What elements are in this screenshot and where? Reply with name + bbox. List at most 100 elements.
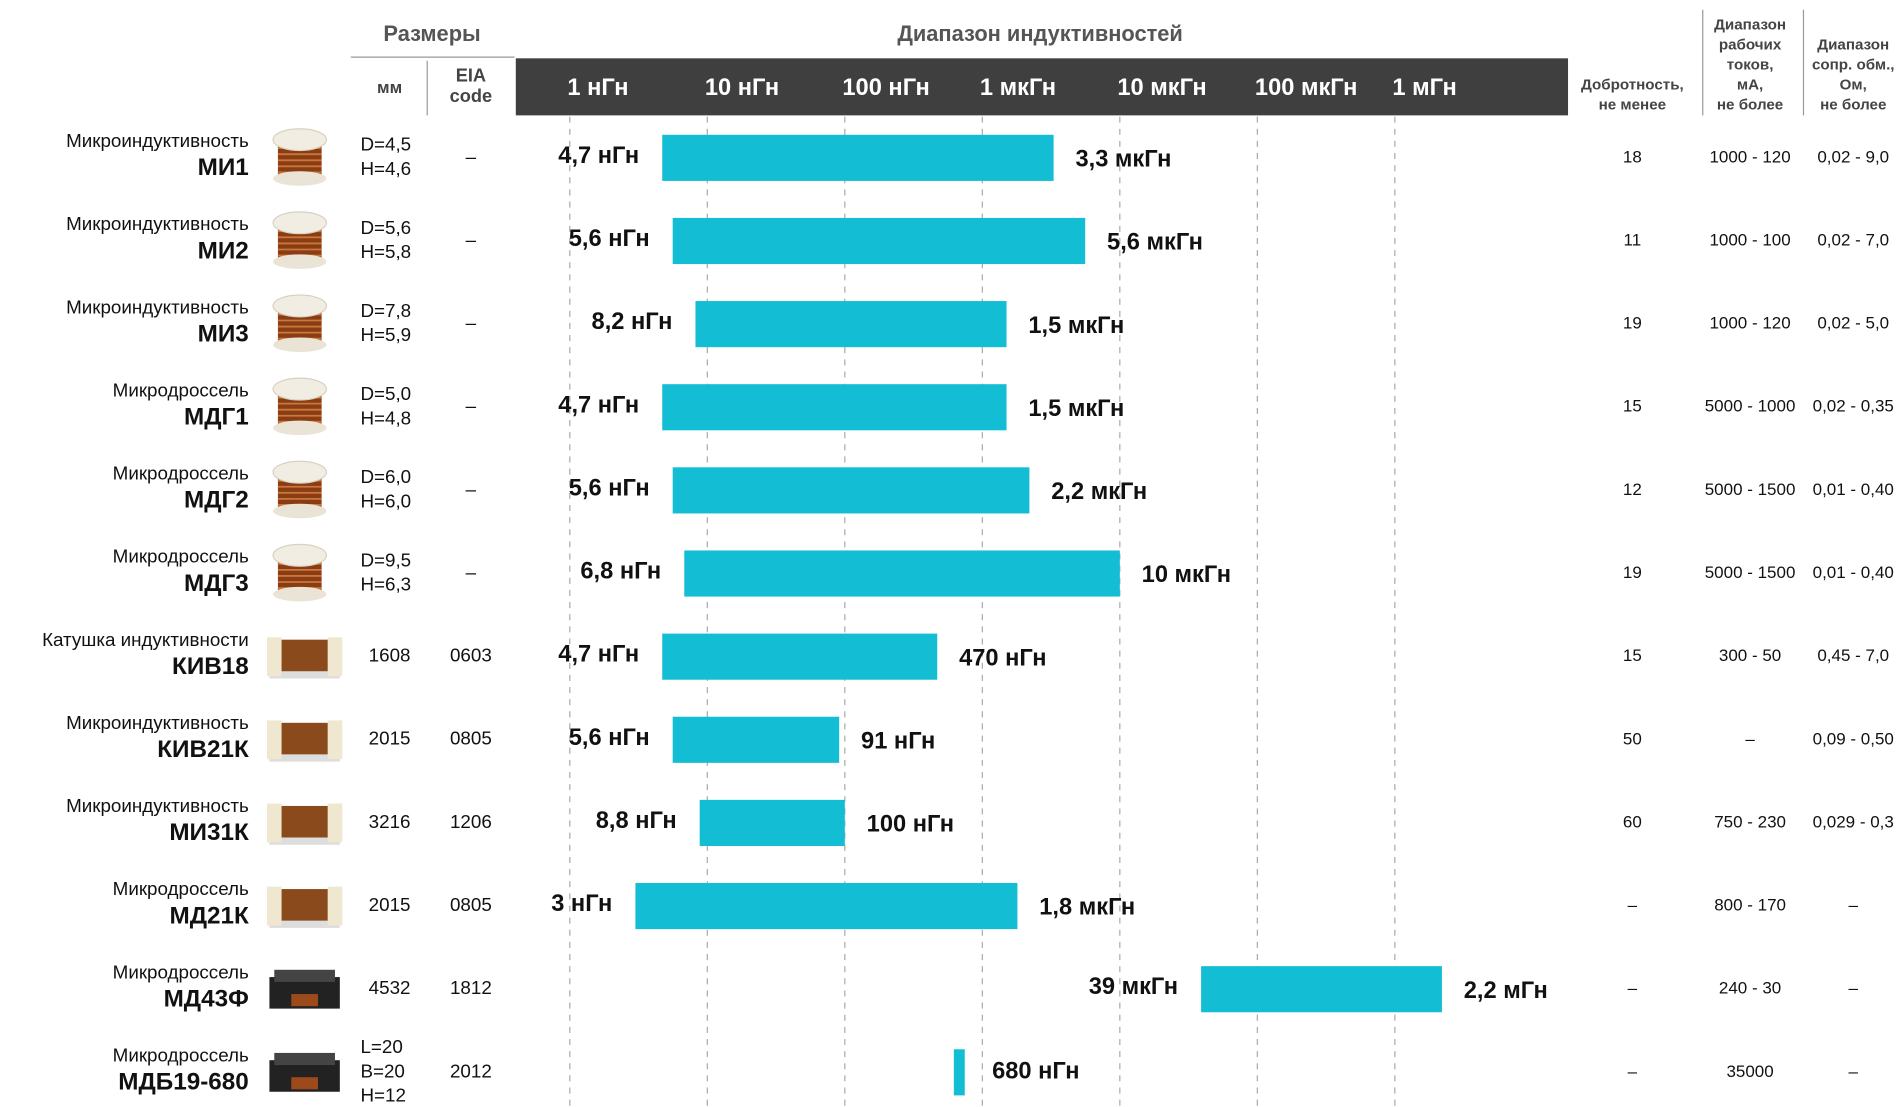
eia-code: – bbox=[466, 395, 477, 416]
icon-part bbox=[269, 751, 340, 762]
resistance: 0,02 - 5,0 bbox=[1817, 314, 1889, 333]
header-current: не более bbox=[1717, 97, 1783, 114]
max-label: 1,5 мкГн bbox=[1028, 396, 1124, 422]
icon-part bbox=[291, 994, 318, 1007]
tick-label: 1 мкГн bbox=[980, 75, 1056, 101]
range-bar bbox=[662, 134, 1054, 181]
size: H=12 bbox=[360, 1085, 405, 1106]
icon-part bbox=[273, 171, 327, 186]
size: 2015 bbox=[369, 894, 411, 915]
q-factor: – bbox=[1628, 979, 1638, 998]
q-factor: 19 bbox=[1623, 314, 1642, 333]
icon-part bbox=[327, 637, 343, 677]
resistance: – bbox=[1849, 979, 1859, 998]
icon-part bbox=[279, 639, 331, 672]
icon-part bbox=[273, 503, 327, 519]
range-bar bbox=[672, 716, 840, 763]
eia-code: 0603 bbox=[450, 645, 492, 666]
icon-part bbox=[267, 637, 282, 677]
header-resistance: сопр. обм., bbox=[1812, 57, 1895, 74]
range-bar bbox=[1201, 966, 1442, 1013]
product-icon bbox=[267, 886, 343, 928]
product-icon bbox=[272, 211, 328, 269]
product-icon bbox=[272, 294, 328, 353]
icon-part bbox=[274, 969, 335, 982]
product-icon bbox=[269, 969, 340, 1009]
min-label: 4,7 нГн bbox=[558, 143, 639, 169]
resistance: 0,01 - 0,40 bbox=[1813, 563, 1894, 582]
current: 1000 - 120 bbox=[1709, 147, 1790, 166]
icon-part bbox=[273, 420, 327, 436]
icon-part bbox=[272, 211, 328, 235]
product-kind: Микроиндуктивность bbox=[66, 130, 249, 151]
eia-code: 2012 bbox=[450, 1060, 492, 1081]
max-label: 2,2 мГн bbox=[1464, 978, 1548, 1004]
q-factor: 19 bbox=[1623, 563, 1642, 582]
icon-part bbox=[279, 722, 331, 755]
resistance: 0,01 - 0,40 bbox=[1813, 480, 1894, 499]
icon-part bbox=[267, 720, 282, 760]
max-label: 91 нГн bbox=[861, 728, 935, 754]
min-label: 8,2 нГн bbox=[592, 309, 673, 335]
header-resistance: Ом, bbox=[1840, 77, 1867, 94]
header-resistance: Диапазон bbox=[1817, 37, 1889, 54]
product-kind: Микродроссель bbox=[113, 546, 249, 567]
size: H=4,8 bbox=[360, 407, 411, 428]
product-model: МИ1 bbox=[198, 154, 249, 181]
product-kind: Микроиндуктивность bbox=[66, 296, 249, 317]
q-factor: 15 bbox=[1623, 646, 1642, 665]
header-eia: EIA bbox=[456, 65, 486, 85]
current: 5000 - 1000 bbox=[1705, 397, 1796, 416]
size: D=4,5 bbox=[360, 134, 411, 155]
current: 5000 - 1500 bbox=[1705, 480, 1796, 499]
product-model: МДГ1 bbox=[184, 404, 249, 431]
product-icon bbox=[267, 803, 343, 845]
icon-part bbox=[272, 128, 328, 152]
icon-part bbox=[272, 377, 328, 401]
product-model: МИ2 bbox=[198, 237, 249, 264]
icon-part bbox=[273, 337, 327, 353]
size: D=6,0 bbox=[360, 466, 411, 487]
product-model: МД43Ф bbox=[164, 986, 249, 1013]
min-label: 5,6 нГн bbox=[569, 475, 650, 501]
icon-part bbox=[267, 886, 282, 926]
current: 750 - 230 bbox=[1714, 812, 1786, 831]
header-current: мА, bbox=[1737, 77, 1763, 94]
product-kind: Микродроссель bbox=[113, 878, 249, 899]
range-bar bbox=[672, 217, 1086, 265]
min-label: 39 мкГн bbox=[1089, 974, 1178, 1000]
size: H=5,8 bbox=[360, 241, 411, 262]
size: D=5,6 bbox=[360, 217, 411, 238]
product-model: МИ3 bbox=[198, 320, 249, 347]
product-icon bbox=[272, 377, 328, 436]
resistance: 0,45 - 7,0 bbox=[1817, 646, 1889, 665]
q-factor: 15 bbox=[1623, 397, 1642, 416]
range-bar bbox=[953, 1049, 965, 1096]
product-kind: Катушка индуктивности bbox=[42, 629, 249, 650]
max-label: 3,3 мкГн bbox=[1075, 147, 1171, 173]
range-bar bbox=[662, 633, 938, 680]
product-icon bbox=[269, 1052, 340, 1092]
header-q: не менее bbox=[1599, 97, 1666, 114]
product-model: МДГ3 bbox=[184, 570, 249, 597]
eia-code: – bbox=[466, 146, 477, 167]
size: H=6,0 bbox=[360, 490, 411, 511]
q-factor: 18 bbox=[1623, 147, 1642, 166]
max-label: 5,6 мкГн bbox=[1107, 230, 1203, 256]
min-label: 3 нГн bbox=[551, 891, 612, 917]
value-label: 680 нГн bbox=[992, 1059, 1079, 1085]
resistance: 0,09 - 0,50 bbox=[1813, 729, 1894, 748]
icon-part bbox=[272, 543, 328, 567]
max-label: 10 мкГн bbox=[1142, 562, 1231, 588]
icon-part bbox=[273, 254, 327, 269]
range-bar bbox=[695, 301, 1007, 348]
icon-part bbox=[273, 586, 327, 602]
icon-part bbox=[327, 720, 343, 760]
product-icon bbox=[267, 720, 343, 762]
q-factor: 50 bbox=[1623, 729, 1642, 748]
tick-label: 1 мГн bbox=[1392, 75, 1456, 101]
range-bar bbox=[635, 883, 1018, 930]
header-range: Диапазон индуктивностей bbox=[897, 21, 1183, 46]
